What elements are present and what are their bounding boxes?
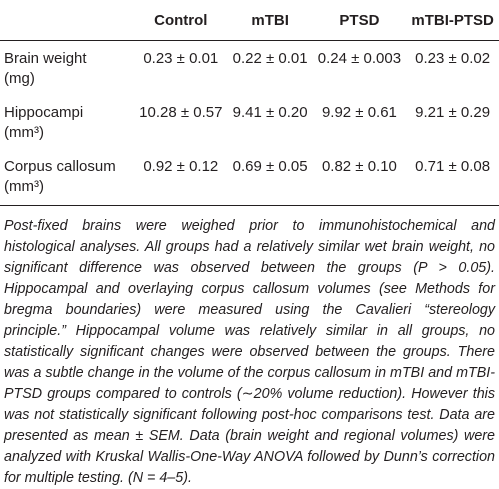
column-header: Control [134,0,228,41]
table-cell: 10.28 ± 0.57 [139,104,223,121]
table-cell: 0.92 ± 0.12 [134,155,228,206]
header-row: Control mTBI PTSD mTBI-PTSD [0,0,499,41]
column-header: PTSD [312,0,407,41]
table-cell: 0.23 ± 0.02 [415,50,491,67]
row-label-line: (mg) [4,70,35,87]
table-cell: 0.22 ± 0.01 [232,50,308,67]
column-header [0,0,134,41]
caption: Post-fixed brains were weighed prior to … [4,218,495,486]
row-label-line: Corpus callosum [4,158,116,175]
table-cell: 9.92 ± 0.61 [321,104,397,121]
row-label-line: Hippocampi [4,104,84,121]
row-label: Brain weight (mg) [0,41,134,102]
table-row: Hippocampi (mm³) 10.28 ± 0.57 9.41 ± 0.20 9.… [0,101,499,155]
row-label: Corpus callosum (mm³) [0,155,134,206]
table-cell: 0.24 ± 0.003 [317,50,402,67]
table-cell: 9.21 ± 0.29 [415,104,491,121]
table-body: Brain weight (mg) 0.23 ± 0.01 0.22 ± 0.01 0.… [0,41,499,206]
table-row: Corpus callosum (mm³) 0.92 ± 0.12 0.69 ± 0.… [0,155,499,206]
data-table: Control mTBI PTSD mTBI-PTSD Brain weight (mg… [0,0,499,206]
row-label-line: (mm³) [4,178,44,195]
row-label-line: (mm³) [4,124,44,141]
table-cell: 0.23 ± 0.01 [143,50,219,67]
column-header: mTBI-PTSD [406,0,499,41]
column-header: mTBI [227,0,313,41]
table-cell: 0.71 ± 0.08 [406,155,499,206]
row-label: Hippocampi (mm³) [0,101,134,155]
table-cell: 0.69 ± 0.05 [227,155,313,206]
table-cell: 9.41 ± 0.20 [232,104,308,121]
table-cell: 0.82 ± 0.10 [312,155,407,206]
table-row: Brain weight (mg) 0.23 ± 0.01 0.22 ± 0.01 0.… [0,41,499,102]
row-label-line: Brain weight [4,50,87,67]
